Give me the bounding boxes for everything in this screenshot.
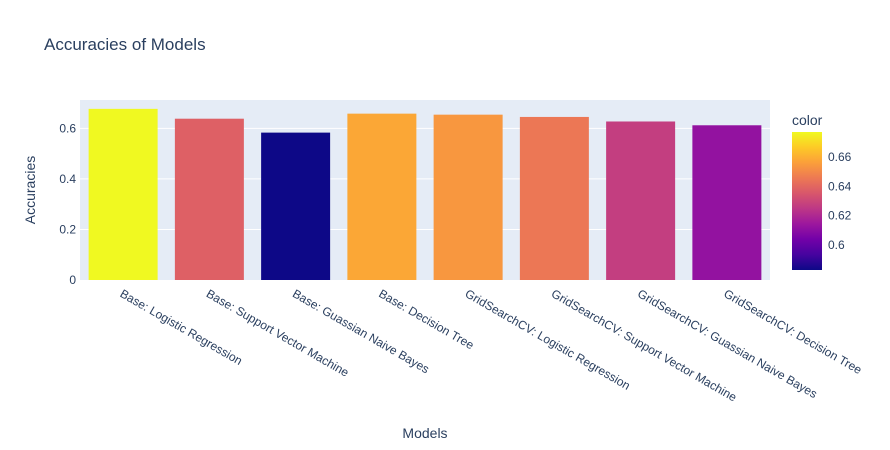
y-tick-label: 0 bbox=[69, 273, 76, 287]
colorbar-title: color bbox=[792, 112, 823, 128]
bar[interactable] bbox=[692, 125, 762, 280]
y-axis-title: Accuracies bbox=[22, 156, 38, 224]
bar[interactable] bbox=[433, 114, 503, 280]
bar[interactable] bbox=[174, 118, 244, 281]
bar[interactable] bbox=[606, 121, 676, 280]
x-axis-title: Models bbox=[402, 425, 447, 441]
colorbar-tick-label: 0.62 bbox=[828, 209, 852, 223]
y-tick-label: 0.2 bbox=[59, 222, 76, 236]
colorbar-tick-label: 0.6 bbox=[828, 238, 845, 252]
bar[interactable] bbox=[347, 113, 417, 280]
x-tick-label: GridSearchCV: Support Vector Machine bbox=[549, 286, 740, 404]
colorbar-tick-label: 0.66 bbox=[828, 150, 852, 164]
colorbar-ticks: 0.6 0.62 0.64 0.66 bbox=[828, 150, 852, 252]
y-tick-label: 0.4 bbox=[59, 172, 76, 186]
bars-group bbox=[88, 108, 762, 281]
x-tick-label: GridSearchCV: Logistic Regression bbox=[463, 286, 633, 392]
bar[interactable] bbox=[519, 116, 589, 280]
x-tick-label: Base: Guassian Naive Bayes bbox=[290, 286, 432, 376]
x-tick-label: GridSearchCV: Decision Tree bbox=[721, 286, 864, 377]
bar[interactable] bbox=[88, 108, 158, 280]
chart-title: Accuracies of Models bbox=[44, 35, 206, 54]
x-tick-label: Base: Support Vector Machine bbox=[204, 286, 352, 379]
colorbar bbox=[792, 132, 822, 270]
colorbar-tick-label: 0.64 bbox=[828, 179, 852, 193]
x-tick-label: GridSearchCV: Guassian Naive Bayes bbox=[635, 286, 820, 401]
bar[interactable] bbox=[261, 132, 331, 280]
y-axis-ticks: 0 0.2 0.4 0.6 bbox=[59, 121, 76, 287]
y-tick-label: 0.6 bbox=[59, 121, 76, 135]
